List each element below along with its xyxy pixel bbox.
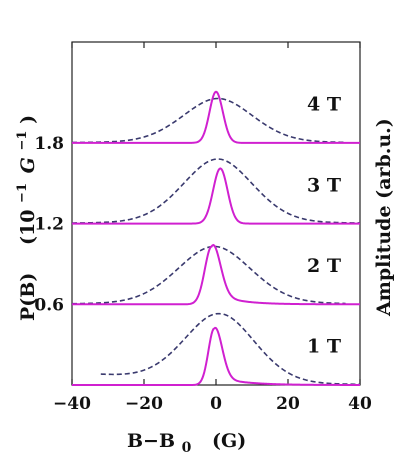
x-axis-title-sub: 0	[182, 440, 192, 456]
y-tick-label: 0.6	[34, 295, 64, 315]
distribution-curve-2t	[72, 243, 360, 306]
svg-text:(10 −1 G −1: (10 −1 G −1 )	[9, 115, 39, 245]
panel-label: 3 T	[307, 174, 341, 196]
x-axis-title: B−B 0 (G)	[127, 430, 246, 457]
x-axis-title-unit: (G)	[212, 430, 246, 452]
y-axis-title-unit-exp: −1	[15, 183, 30, 203]
x-tick-label: −40	[53, 394, 91, 414]
amplitude-curve-2t	[71, 245, 346, 305]
right-axis-title: Amplitude (arb.u.)	[373, 118, 395, 317]
y-axis-title-unit-exp2: −1	[15, 131, 30, 151]
y-axis-title-main: P(B)	[17, 273, 39, 321]
x-axis-title-main: B−B	[127, 430, 175, 452]
svg-text:P(B): P(B)	[17, 273, 39, 321]
panel-label: 2 T	[307, 255, 341, 277]
amplitude-curve-1t	[100, 312, 361, 386]
panel-labels: 1 T 2 T 3 T 4 T	[307, 94, 341, 358]
panel-label: 4 T	[307, 94, 341, 116]
x-tick-label: 40	[348, 394, 372, 414]
y-tick-label: 1.8	[34, 134, 64, 154]
y-axis-title: P(B) (10 −1 G −1 )	[9, 115, 39, 321]
amplitude-curve-4t	[71, 97, 346, 144]
distribution-curve-1t	[72, 326, 360, 386]
y-tick-label: 1.2	[34, 215, 64, 235]
amplitude-curve-3t	[71, 158, 361, 224]
x-tick-label: 0	[210, 394, 222, 414]
x-tick-label: −20	[125, 394, 163, 414]
distribution-curve-3t	[72, 167, 360, 225]
y-axis-title-unit-post: )	[17, 115, 39, 124]
panel-label: 1 T	[307, 336, 341, 358]
distribution-curve-4t	[72, 90, 360, 144]
curves	[71, 90, 361, 386]
x-tick-label: 20	[276, 394, 300, 414]
y-axis-title-unit-g: G	[17, 157, 39, 173]
y-axis-title-unit-pre: (10	[17, 210, 39, 245]
